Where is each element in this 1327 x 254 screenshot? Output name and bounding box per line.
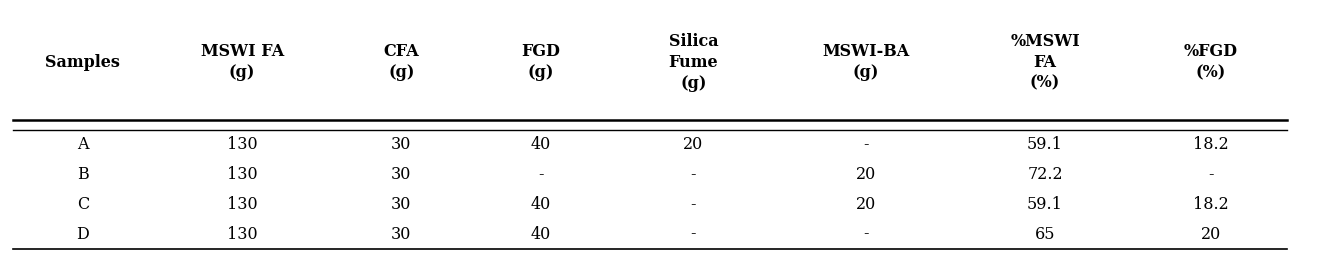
Text: 130: 130 [227, 166, 257, 183]
Text: 130: 130 [227, 196, 257, 213]
Text: -: - [690, 166, 697, 183]
Text: 20: 20 [856, 196, 876, 213]
Text: 72.2: 72.2 [1027, 166, 1063, 183]
Text: %FGD
(%): %FGD (%) [1184, 43, 1238, 81]
Text: A: A [77, 136, 89, 153]
Text: Samples: Samples [45, 54, 121, 71]
Text: -: - [690, 196, 697, 213]
Text: 65: 65 [1035, 226, 1055, 243]
Text: 59.1: 59.1 [1027, 136, 1063, 153]
Text: 130: 130 [227, 136, 257, 153]
Text: CFA
(g): CFA (g) [384, 43, 419, 81]
Text: 30: 30 [391, 136, 411, 153]
Text: -: - [537, 166, 544, 183]
Text: 18.2: 18.2 [1193, 196, 1229, 213]
Text: 40: 40 [531, 136, 551, 153]
Text: B: B [77, 166, 89, 183]
Text: %MSWI
FA
(%): %MSWI FA (%) [1010, 33, 1080, 92]
Text: 30: 30 [391, 226, 411, 243]
Text: -: - [1208, 166, 1214, 183]
Text: 20: 20 [1201, 226, 1221, 243]
Text: 20: 20 [683, 136, 703, 153]
Text: D: D [77, 226, 89, 243]
Text: 40: 40 [531, 226, 551, 243]
Text: -: - [690, 226, 697, 243]
Text: 30: 30 [391, 196, 411, 213]
Text: 30: 30 [391, 166, 411, 183]
Text: C: C [77, 196, 89, 213]
Text: -: - [863, 136, 869, 153]
Text: 130: 130 [227, 226, 257, 243]
Text: -: - [863, 226, 869, 243]
Text: MSWI-BA
(g): MSWI-BA (g) [823, 43, 909, 81]
Text: 59.1: 59.1 [1027, 196, 1063, 213]
Text: MSWI FA
(g): MSWI FA (g) [200, 43, 284, 81]
Text: 20: 20 [856, 166, 876, 183]
Text: FGD
(g): FGD (g) [522, 43, 560, 81]
Text: 40: 40 [531, 196, 551, 213]
Text: Silica
Fume
(g): Silica Fume (g) [669, 33, 718, 92]
Text: 18.2: 18.2 [1193, 136, 1229, 153]
